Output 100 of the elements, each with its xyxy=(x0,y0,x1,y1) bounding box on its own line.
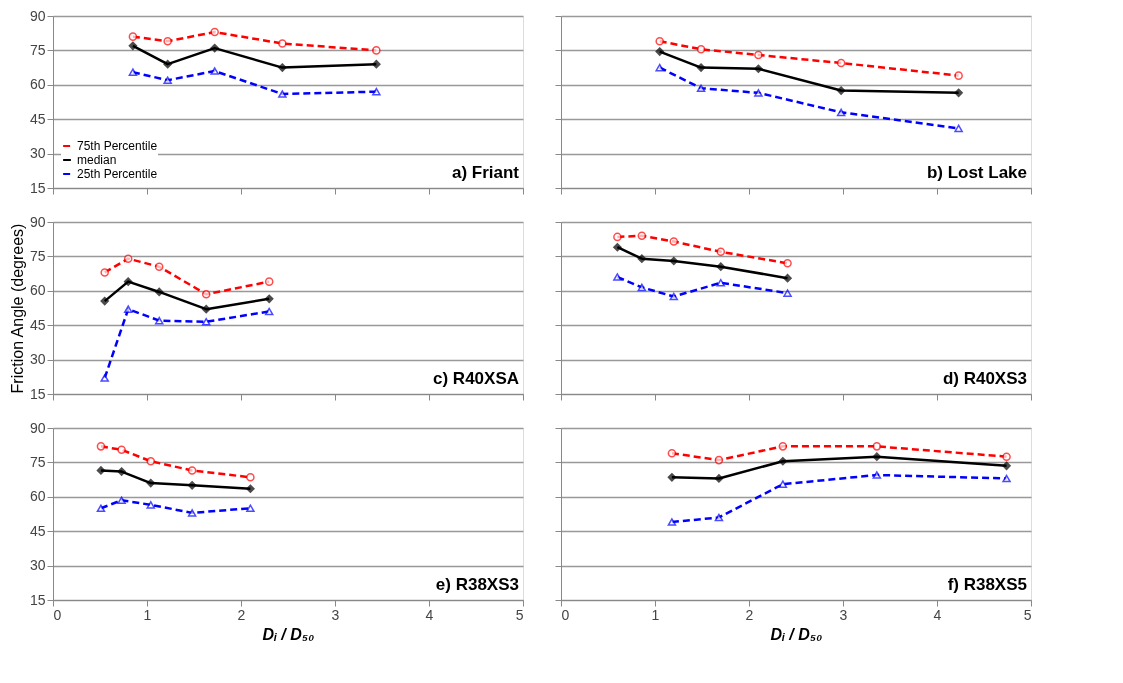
y-tick-label: 15 xyxy=(29,179,46,196)
point xyxy=(716,278,726,287)
x-tick-label: 0 xyxy=(53,606,62,623)
point xyxy=(714,513,724,522)
point xyxy=(836,86,846,95)
annotation: a) Friant xyxy=(451,163,520,182)
x-tick-label: 4 xyxy=(425,606,434,623)
point xyxy=(154,316,164,325)
point xyxy=(637,283,647,292)
point xyxy=(372,87,381,96)
point xyxy=(613,242,622,252)
y-tick-label: 45 xyxy=(29,316,46,333)
x-tick-label: 5 xyxy=(515,606,524,623)
legend-label: 25th Percentile xyxy=(77,167,158,181)
y-tick-label: 30 xyxy=(29,557,46,574)
point xyxy=(264,277,274,286)
point xyxy=(154,262,164,271)
x-tick-label: 5 xyxy=(1023,606,1032,623)
y-tick-label: 30 xyxy=(29,351,46,368)
point xyxy=(637,254,647,263)
point xyxy=(128,32,138,41)
point xyxy=(146,478,156,488)
point xyxy=(716,247,726,257)
point xyxy=(210,43,219,53)
y-tick-label: 15 xyxy=(29,385,46,402)
point xyxy=(246,473,255,482)
point xyxy=(264,294,274,304)
point xyxy=(96,442,106,451)
legend-label: 75th Percentile xyxy=(77,139,158,153)
point xyxy=(1002,452,1011,461)
point xyxy=(1002,461,1011,471)
point xyxy=(187,481,197,490)
point xyxy=(954,124,963,133)
x-tick-label: 2 xyxy=(745,606,754,623)
point xyxy=(783,259,792,268)
point xyxy=(163,59,172,69)
point xyxy=(163,76,172,85)
point xyxy=(778,456,788,466)
point xyxy=(264,307,274,316)
annotation: e) R38XS3 xyxy=(435,575,519,594)
y-tick-label: 75 xyxy=(29,41,46,58)
x-tick-label: 0 xyxy=(561,606,570,623)
point xyxy=(696,44,706,54)
y-axis-title: Friction Angle (degrees) xyxy=(8,223,26,394)
point xyxy=(613,273,622,281)
point xyxy=(714,455,724,465)
y-tick-label: 15 xyxy=(29,591,46,608)
x-tick-label: 3 xyxy=(331,606,340,623)
x-tick-label: 2 xyxy=(237,606,246,623)
point xyxy=(201,317,211,326)
y-tick-label: 45 xyxy=(29,522,46,539)
point xyxy=(696,63,706,72)
y-tick-label: 90 xyxy=(29,7,46,24)
point xyxy=(278,90,287,98)
point xyxy=(613,232,622,242)
annotation: b) Lost Lake xyxy=(926,163,1027,182)
point xyxy=(372,46,381,55)
point xyxy=(836,108,846,117)
y-tick-label: 75 xyxy=(29,453,46,470)
point xyxy=(210,67,219,75)
point xyxy=(123,277,133,286)
point xyxy=(210,27,219,37)
y-tick-label: 60 xyxy=(29,282,46,299)
point xyxy=(96,466,106,475)
legend-label: median xyxy=(77,153,117,167)
point xyxy=(123,305,133,313)
point xyxy=(372,59,381,69)
point xyxy=(669,237,679,246)
y-tick-label: 75 xyxy=(29,247,46,264)
point xyxy=(754,50,763,60)
point xyxy=(872,471,882,479)
point xyxy=(100,374,109,382)
point xyxy=(154,287,164,297)
point xyxy=(201,304,211,314)
point xyxy=(872,452,882,461)
point xyxy=(246,504,255,513)
point xyxy=(954,88,963,98)
x-tick-label: 4 xyxy=(933,606,942,623)
y-tick-label: 90 xyxy=(29,213,46,230)
point xyxy=(117,445,126,455)
annotation: c) R40XSA xyxy=(433,369,519,388)
point xyxy=(1002,474,1011,483)
point xyxy=(696,84,706,93)
point xyxy=(783,273,792,283)
point xyxy=(187,509,197,517)
point xyxy=(667,473,677,482)
point xyxy=(669,292,679,301)
point xyxy=(96,504,106,513)
point xyxy=(187,466,197,475)
annotation: d) R40XS3 xyxy=(942,369,1027,388)
point xyxy=(201,289,211,299)
point xyxy=(146,456,156,466)
point xyxy=(716,262,726,272)
point xyxy=(128,68,138,76)
point xyxy=(278,63,287,72)
x-axis-title: Dᵢ / D₅₀ xyxy=(770,625,823,643)
point xyxy=(117,496,126,505)
y-tick-label: 60 xyxy=(29,76,46,93)
x-tick-label: 3 xyxy=(839,606,848,623)
point xyxy=(714,474,724,483)
